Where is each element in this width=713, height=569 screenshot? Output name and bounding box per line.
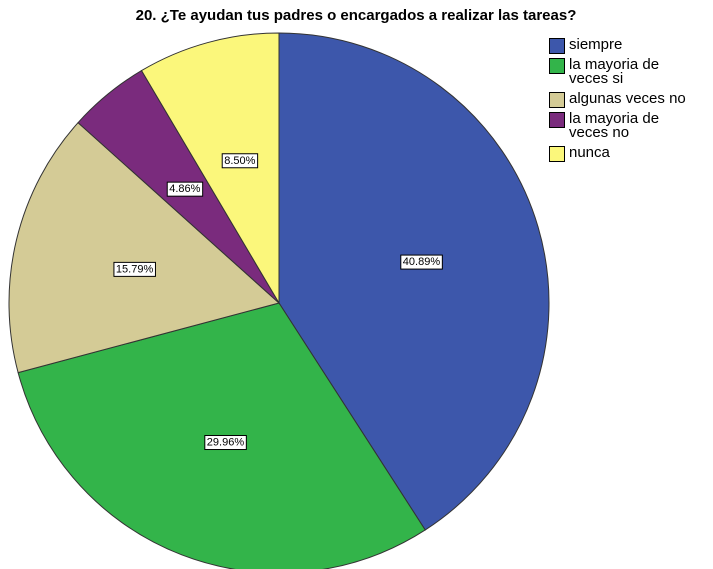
legend-item: la mayoria de veces no — [549, 110, 699, 144]
pie-slice — [8, 121, 281, 374]
pie-slice — [140, 32, 280, 305]
value-label: 40.89% — [403, 256, 441, 268]
legend-label: algunas veces no — [569, 90, 686, 107]
legend-item: nunca — [549, 144, 699, 164]
value-label-box — [166, 181, 204, 197]
legend: siempre la mayoria de veces si algunas vec… — [549, 36, 699, 164]
value-label-box — [221, 153, 259, 169]
value-label: 4.86% — [169, 183, 200, 195]
legend-label: la mayoria de veces si — [569, 56, 660, 87]
legend-swatch — [549, 38, 565, 54]
value-label-box — [400, 254, 443, 270]
pie-slice — [278, 32, 550, 531]
legend-swatch — [549, 92, 565, 108]
legend-swatch — [549, 112, 565, 128]
legend-label: la mayoria de veces no — [569, 110, 660, 141]
legend-item: algunas veces no — [549, 90, 699, 110]
legend-label: nunca — [569, 144, 610, 161]
chart-title: 20. ¿Te ayudan tus padres o encargados a… — [136, 7, 577, 24]
value-label-box — [113, 261, 156, 277]
legend-item: la mayoria de veces si — [549, 56, 699, 90]
legend-label: siempre — [569, 36, 623, 53]
value-label: 8.50% — [224, 155, 255, 167]
legend-item: siempre — [549, 36, 699, 56]
value-label: 29.96% — [207, 437, 245, 449]
value-label-box — [204, 435, 247, 451]
value-label: 15.79% — [116, 263, 154, 275]
legend-swatch — [549, 58, 565, 74]
legend-swatch — [549, 146, 565, 162]
